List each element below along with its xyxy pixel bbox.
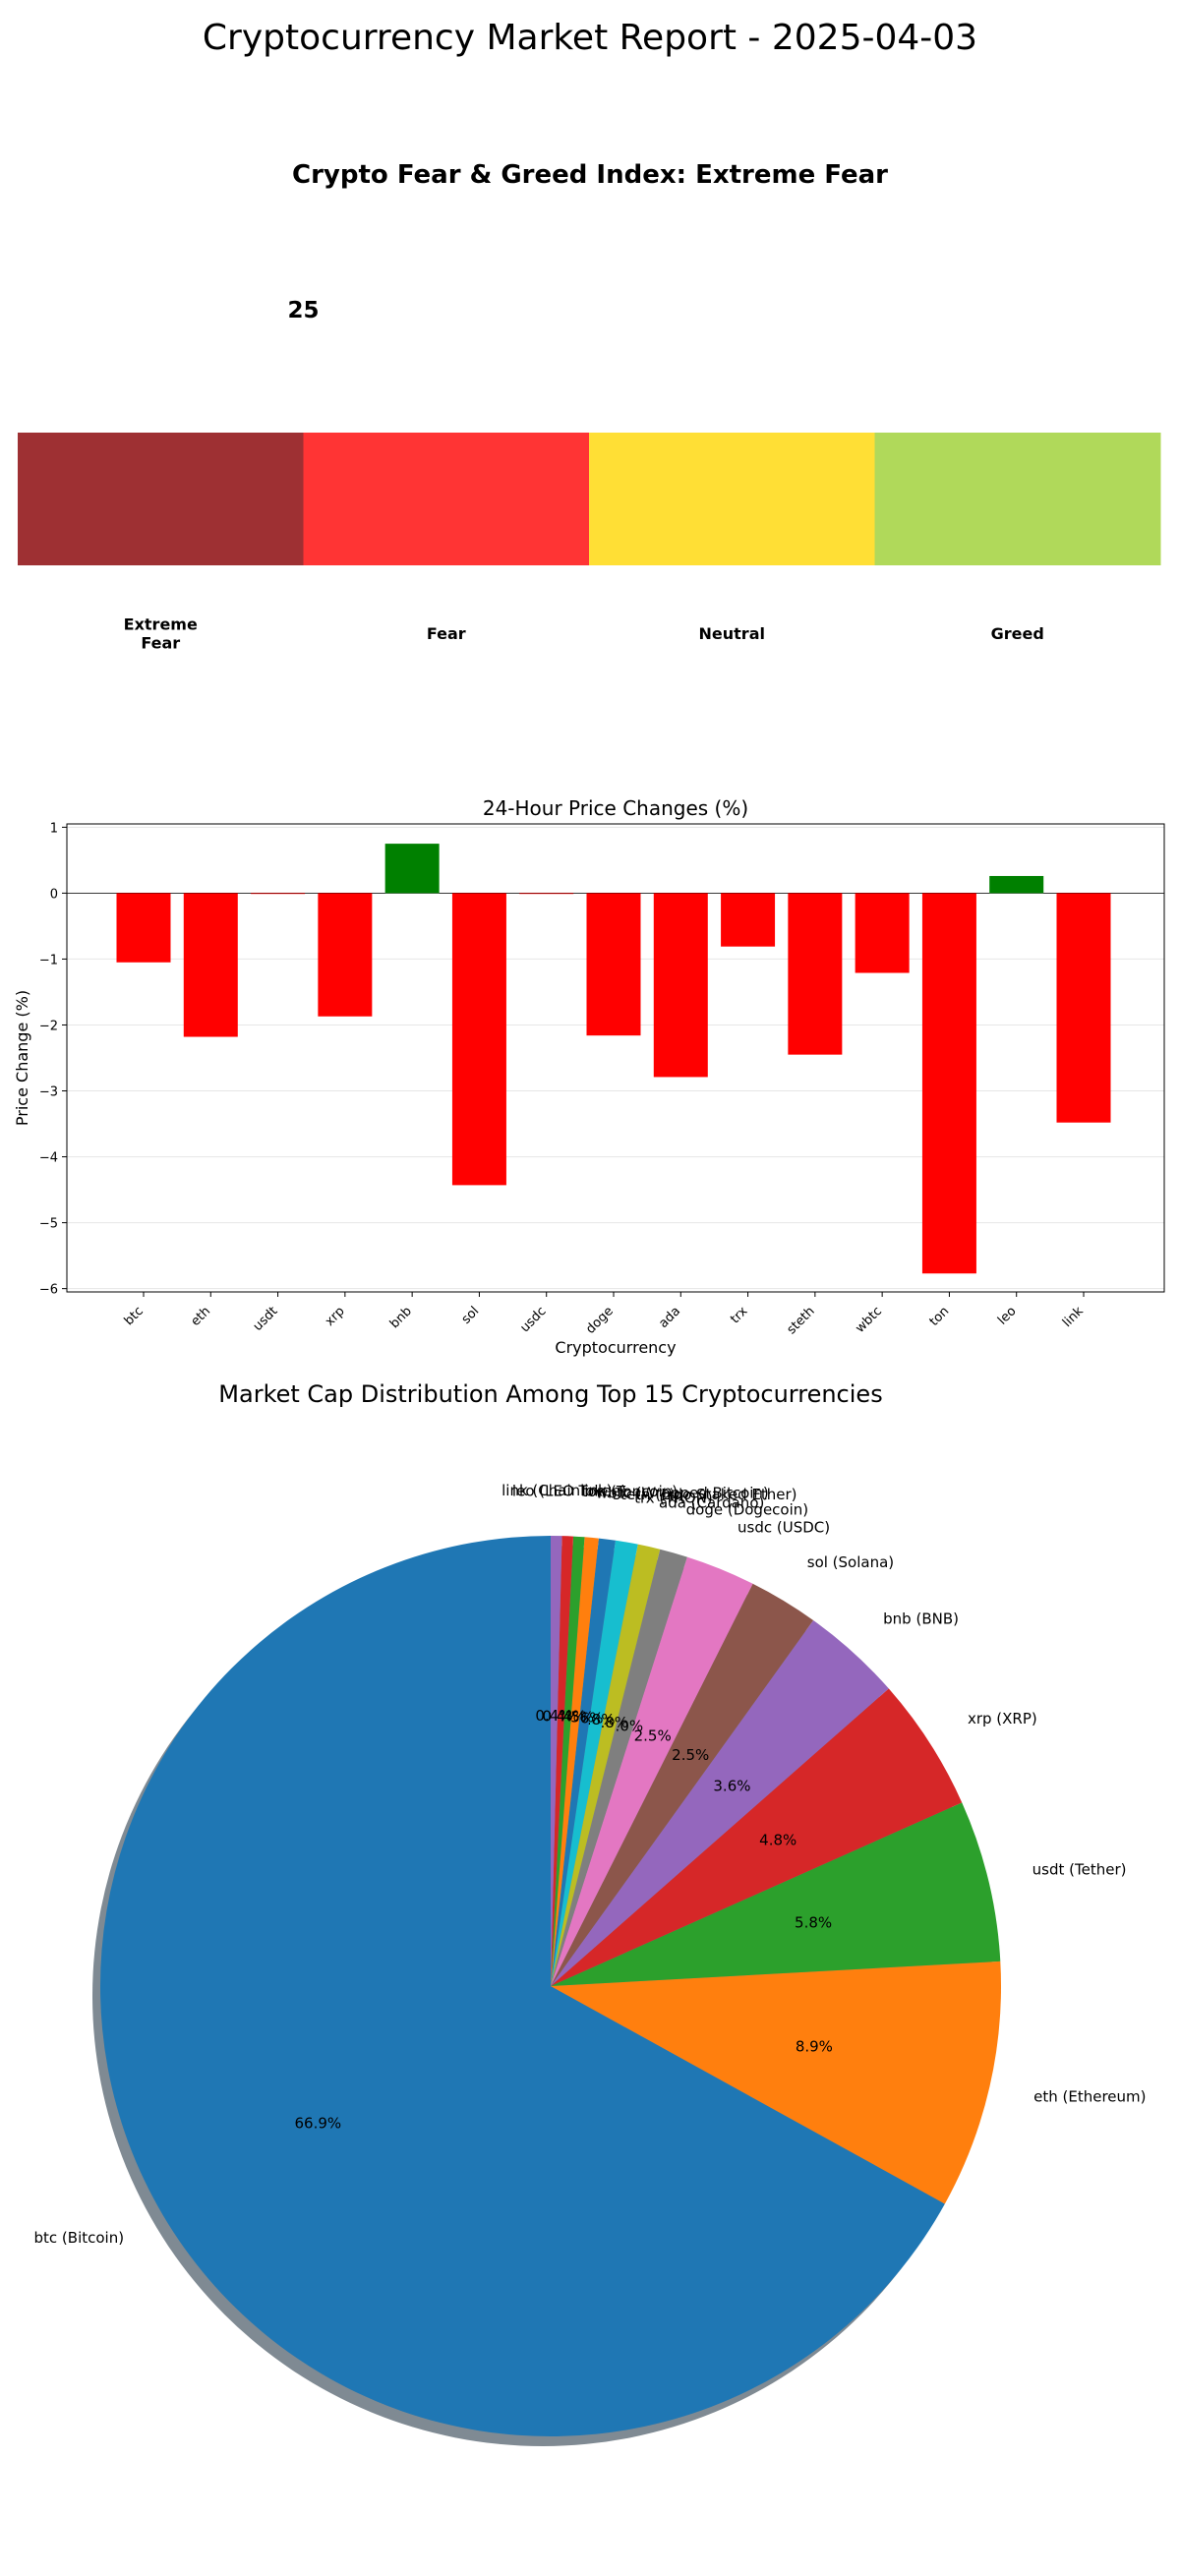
gauge-segment [589,433,875,565]
x-axis-label: Cryptocurrency [555,1338,676,1357]
y-tick-label: −3 [39,1085,58,1100]
bar-chart-title: 24-Hour Price Changes (%) [483,796,748,820]
pie-slice-label: leo (LEO Token) [512,1483,626,1500]
y-axis-label: Price Change (%) [13,990,31,1126]
pie-slice-label: btc (Bitcoin) [34,2229,125,2247]
pie-slice [551,1544,661,1986]
y-tick-label: −2 [39,1019,58,1033]
bar-xrp [318,893,373,1017]
gauge-segment [18,433,304,565]
pie-percent-label: 8.9% [796,2037,833,2055]
fear-greed-gauge: Crypto Fear & Greed Index: Extreme Fear 2… [18,160,1161,653]
plot-frame [66,823,1165,1293]
pie-slice-label: link (Chainlink) [502,1482,612,1499]
x-tick-label: steth [785,1304,818,1337]
bar-steth [788,893,843,1055]
pie-slice-label: wbtc (Wrapped Bitcoin) [596,1484,769,1501]
x-tick-label: link [1060,1304,1087,1330]
gauge-title: Crypto Fear & Greed Index: Extreme Fear [292,160,888,190]
pie-slice [551,1536,574,1986]
pie-slice-label: trx (TRON) [634,1489,713,1506]
pie-percent-label: 5.8% [795,1913,832,1931]
pie-slice [551,1538,617,1986]
x-tick-label: usdt [251,1304,281,1334]
bar-btc [116,893,171,963]
gauge-segment [874,433,1161,565]
pie-percent-label: 0.4% [535,1707,572,1725]
pie-slice-label: usdt (Tether) [1032,1861,1127,1879]
pie-slice-label: bnb (BNB) [883,1610,959,1628]
x-tick-label: sol [459,1304,483,1327]
x-tick-label: ton [927,1304,953,1329]
pie-percent-label: 2.5% [634,1727,672,1745]
bar-eth [183,893,238,1037]
bar-ton [921,893,976,1274]
pie-slice-label: ton (Toncoin) [582,1483,678,1500]
pie-slice [100,1536,945,2436]
gauge-segment [303,433,590,565]
gauge-segment-label: Neutral [699,624,765,643]
gauge-segment-label: Greed [991,624,1044,643]
x-tick-label: leo [995,1304,1019,1327]
pie-slice-label: steth (Lido Staked Ether) [613,1486,796,1503]
pie-slice [551,1556,753,1986]
gauge-segment-label: Extreme Fear [124,615,198,653]
pie-slice-label: sol (Solana) [807,1553,894,1571]
x-tick-label: xrp [323,1304,348,1329]
x-tick-label: wbtc [853,1304,885,1336]
y-tick-label: 0 [50,887,58,902]
pie-slice-label: eth (Ethereum) [1033,2087,1146,2105]
x-tick-label: ada [656,1304,683,1331]
market-cap-pie-chart: Market Cap Distribution Among Top 15 Cry… [34,1380,1146,2446]
pie-slice [551,1688,963,1986]
y-tick-label: −6 [39,1283,58,1298]
bar-wbtc [855,893,910,973]
y-tick-label: −1 [39,953,58,967]
pie-percent-label: 4.8% [759,1832,796,1849]
pie-slice-label: doge (Dogecoin) [686,1500,809,1518]
bar-usdc [519,893,574,895]
bar-sol [451,893,506,1186]
y-tick-label: −5 [39,1217,58,1232]
pie-chart-title: Market Cap Distribution Among Top 15 Cry… [218,1380,882,1408]
pie-slice [551,1540,638,1986]
pie-slice [551,1536,562,1986]
x-tick-label: eth [188,1304,213,1329]
y-tick-label: 1 [50,821,58,836]
bar-ada [653,893,708,1078]
pie-slice [551,1583,814,1986]
price-change-bar-chart: 24-Hour Price Changes (%) −6 −5 −4 −3 −2 −1 0 1 b… [13,796,1165,1357]
bar-link [1056,893,1111,1123]
x-tick-label: trx [728,1304,750,1326]
bar-trx [721,893,776,947]
gauge-segment-label: Fear [427,624,466,643]
bar-bnb [384,844,440,894]
pie-slice [551,1549,687,1986]
pie-percent-label: 3.6% [713,1777,750,1794]
pie-slice [551,1961,1002,2204]
pie-slice [551,1802,1001,1986]
pie-percent-label: 66.9% [294,2115,341,2133]
x-tick-label: doge [583,1304,617,1337]
x-tick-label: usdc [517,1304,549,1335]
pie-slice [551,1537,599,1986]
bar-leo [989,875,1044,894]
gauge-value: 25 [287,298,319,323]
pie-slice [551,1619,889,1986]
pie-slice-label: xrp (XRP) [968,1710,1037,1727]
y-tick-label: −4 [39,1151,58,1166]
x-tick-label: bnb [387,1304,415,1331]
pie-slice-label: ada (Cardano) [659,1493,764,1511]
bar-doge [586,893,641,1036]
pie-percent-label: 2.5% [672,1746,709,1764]
bar-usdt [251,893,306,895]
pie-slice [551,1536,585,1986]
pie-slice-label: usdc (USDC) [738,1518,830,1536]
report-title: Cryptocurrency Market Report - 2025-04-0… [202,18,978,58]
x-tick-label: btc [122,1304,147,1328]
